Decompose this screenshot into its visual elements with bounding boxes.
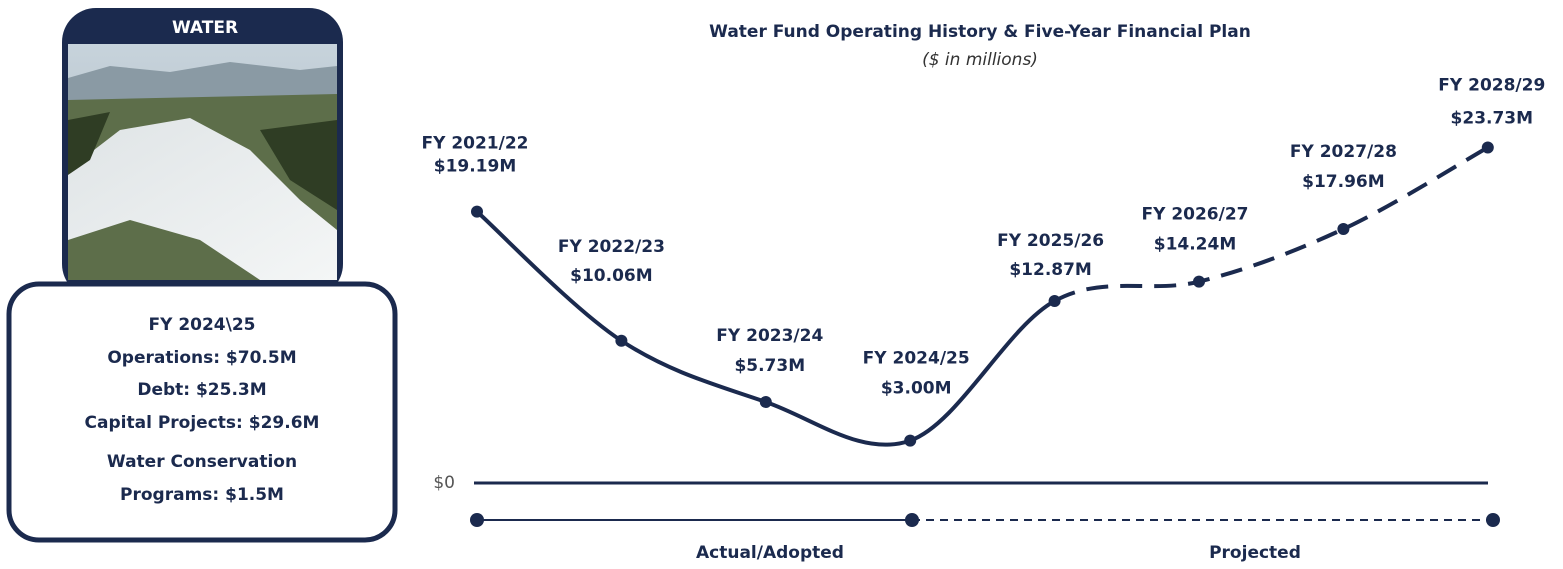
panel-line: Capital Projects: $29.6M (85, 413, 320, 433)
category-label: FY 2022/23 (558, 237, 665, 257)
panel-line: FY 2024\25 (148, 315, 255, 335)
photo-river (68, 118, 337, 280)
point (759, 395, 772, 408)
chart-subtitle: ($ in millions) (922, 50, 1038, 70)
category-label: FY 2023/24 (716, 326, 823, 346)
panel-lines: FY 2024\25 Operations: $70.5M Debt: $25.3M… (85, 315, 320, 505)
value-label: $5.73M (734, 356, 805, 376)
chart-title: Water Fund Operating History & Five-Year… (709, 22, 1251, 42)
value-label: $23.73M (1451, 108, 1534, 128)
value-label: $17.96M (1302, 172, 1385, 192)
point (904, 434, 917, 447)
category-label: FY 2024/25 (863, 349, 970, 369)
panel-title: WATER (172, 18, 238, 38)
category-label: FY 2027/28 (1290, 142, 1397, 162)
panel-line: Programs: $1.5M (120, 485, 284, 505)
panel-line: Operations: $70.5M (107, 348, 296, 368)
point (1048, 295, 1061, 308)
panel-line: Debt: $25.3M (137, 380, 266, 400)
value-label: $19.19M (434, 157, 517, 177)
value-label: $14.24M (1154, 235, 1237, 255)
period-label: Actual/Adopted (696, 543, 844, 563)
photo-trees (68, 112, 337, 210)
period-dot (470, 513, 484, 527)
panel-box (6, 281, 398, 543)
point (471, 205, 483, 218)
panel-line: Water Conservation (107, 452, 297, 472)
period-dot (905, 513, 919, 527)
point (1193, 275, 1205, 288)
category-label: FY 2028/29 (1438, 75, 1545, 95)
value-label: $12.87M (1009, 260, 1092, 280)
period-dot (1486, 513, 1500, 527)
category-label: FY 2026/27 (1141, 205, 1248, 225)
value-label: $10.06M (570, 266, 653, 286)
category-label: FY 2025/26 (997, 231, 1104, 251)
period-label: Projected (1209, 543, 1301, 563)
point (1337, 223, 1350, 236)
y-tick-label: $0 (433, 473, 455, 493)
point (615, 334, 628, 347)
category-label: FY 2021/22 (421, 134, 528, 154)
line-projected (1053, 145, 1489, 303)
point (1481, 141, 1494, 154)
value-label: $3.00M (881, 379, 952, 399)
photo-panel: WATER FY 2024\25 Operations: $70.5M Debt: … (6, 8, 398, 543)
